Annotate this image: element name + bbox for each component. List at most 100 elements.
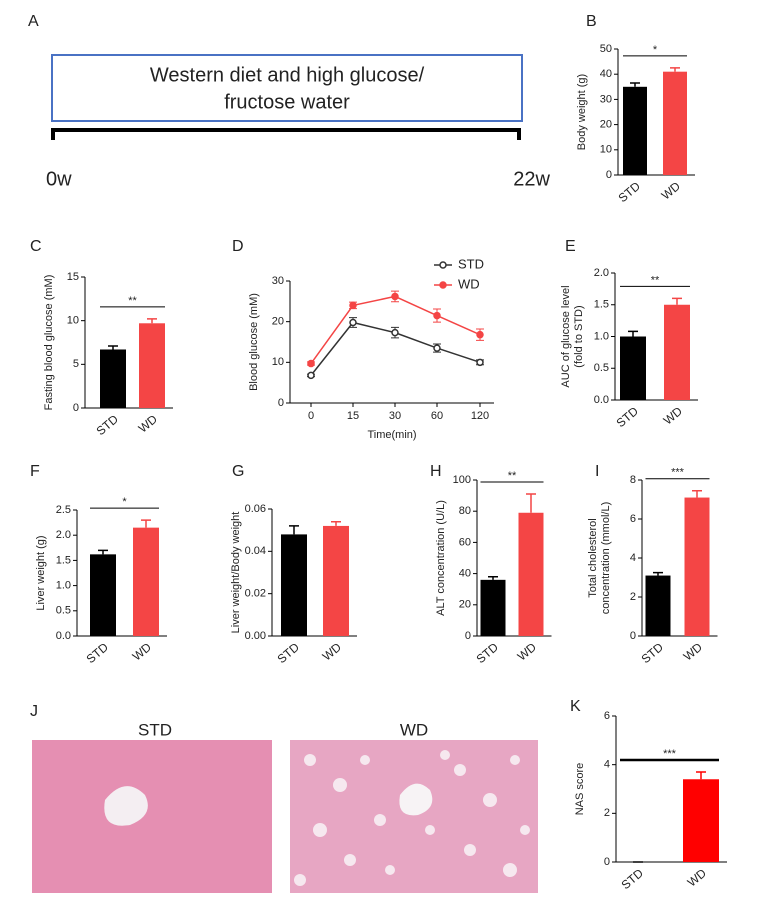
- point: [349, 301, 357, 310]
- panel-label: A: [28, 13, 39, 30]
- y-tick-label: 1.0: [594, 330, 609, 342]
- timeline-bar: [51, 128, 521, 140]
- y-tick-label: 2.0: [594, 267, 609, 279]
- timeline-end: 22w: [513, 168, 550, 190]
- panel-label: H: [430, 463, 442, 480]
- point: [307, 359, 315, 368]
- y-tick-label: 0.00: [245, 630, 266, 642]
- bar: [645, 575, 671, 636]
- y-tick-label: 1.0: [56, 580, 71, 592]
- significance-label: *: [653, 44, 658, 56]
- error-bar: [672, 297, 682, 305]
- y-tick-label: 0.0: [594, 394, 609, 406]
- point: [433, 344, 441, 352]
- y-axis-label: Fasting blood glucose (mM): [43, 275, 55, 411]
- bar: [281, 534, 307, 636]
- panel-label: C: [30, 238, 42, 255]
- y-tick-label: 5: [73, 358, 79, 370]
- lipid-droplets: [294, 750, 530, 886]
- histology-std: [32, 740, 272, 893]
- y-tick-label: 50: [600, 43, 612, 55]
- y-tick-label: 10: [67, 315, 79, 327]
- y-tick-label: 80: [459, 505, 471, 517]
- y-tick-label: 0: [73, 402, 79, 414]
- bar: [664, 304, 690, 400]
- point: [433, 311, 441, 320]
- panel-label: F: [30, 463, 40, 480]
- y-tick-label: 2: [604, 807, 610, 819]
- y-tick-label: 60: [459, 536, 471, 548]
- x-tick-label: 0: [308, 410, 314, 422]
- bar: [684, 497, 710, 636]
- y-tick-label: 6: [630, 513, 636, 525]
- x-axis-label: Time(min): [367, 429, 416, 441]
- image-title: STD: [138, 720, 172, 739]
- bar: [480, 579, 506, 636]
- error-bar: [147, 318, 157, 324]
- diet-box: [51, 54, 523, 122]
- panel-label: I: [595, 463, 599, 480]
- y-tick-label: 30: [272, 275, 284, 287]
- panel-label: E: [565, 238, 576, 255]
- y-tick-label: 40: [600, 68, 612, 80]
- y-tick-label: 4: [630, 552, 636, 564]
- y-tick-label: 0.04: [245, 545, 266, 557]
- histology-wd: [290, 740, 538, 893]
- y-axis-label: Liver weight (g): [35, 535, 47, 610]
- y-tick-label: 0.02: [245, 588, 266, 600]
- error-bar: [692, 489, 702, 498]
- bar: [100, 349, 126, 408]
- vessel: [399, 783, 433, 816]
- y-tick-label: 2: [630, 591, 636, 603]
- error-bar: [630, 82, 640, 87]
- y-tick-label: 10: [600, 144, 612, 156]
- legend-marker: [439, 281, 447, 289]
- y-tick-label: 0.5: [56, 605, 71, 617]
- y-tick-label: 2.0: [56, 529, 71, 541]
- y-tick-label: 30: [600, 93, 612, 105]
- legend-label: WD: [458, 276, 480, 291]
- y-tick-label: 6: [604, 710, 610, 722]
- tissue: [32, 740, 272, 893]
- y-tick-label: 20: [600, 119, 612, 131]
- panel-label: K: [570, 698, 581, 715]
- point: [476, 358, 484, 367]
- point: [476, 330, 484, 339]
- significance-label: **: [508, 470, 517, 482]
- error-bar: [289, 525, 299, 535]
- panel-label: G: [232, 463, 244, 480]
- y-tick-label: 10: [272, 356, 284, 368]
- error-bar: [98, 549, 108, 555]
- y-tick-label: 20: [459, 599, 471, 611]
- error-bar: [670, 67, 680, 72]
- y-tick-label: 100: [453, 474, 471, 486]
- y-tick-label: 15: [67, 271, 79, 283]
- vessel: [104, 786, 148, 826]
- x-tick-label: 30: [389, 410, 401, 422]
- significance-label: ***: [663, 748, 677, 760]
- bar: [518, 512, 544, 636]
- y-tick-label: 2.5: [56, 504, 71, 516]
- y-tick-label: 0: [606, 169, 612, 181]
- significance-label: *: [122, 496, 127, 508]
- y-axis-label: Total cholesterol: [587, 518, 599, 598]
- y-tick-label: 0: [278, 397, 284, 409]
- bar: [620, 336, 646, 400]
- panel-label: B: [586, 13, 597, 30]
- y-axis-label: concentration (mmol/L): [600, 502, 612, 615]
- y-axis-label: (fold to STD): [573, 305, 585, 367]
- significance-label: **: [651, 274, 660, 286]
- legend-label: STD: [458, 256, 484, 271]
- x-tick-label: 120: [471, 410, 489, 422]
- point: [391, 292, 399, 301]
- y-tick-label: 1.5: [56, 554, 71, 566]
- significance-label: ***: [671, 467, 685, 479]
- error-bar: [526, 493, 536, 513]
- legend-marker: [439, 261, 447, 269]
- y-tick-label: 0: [465, 630, 471, 642]
- y-axis-label: Liver weight/Body weight: [230, 512, 242, 634]
- y-axis-label: Body weight (g): [576, 74, 588, 150]
- y-axis-label: AUC of glucose level: [560, 285, 572, 387]
- error-bar: [331, 520, 341, 526]
- bar: [663, 71, 687, 175]
